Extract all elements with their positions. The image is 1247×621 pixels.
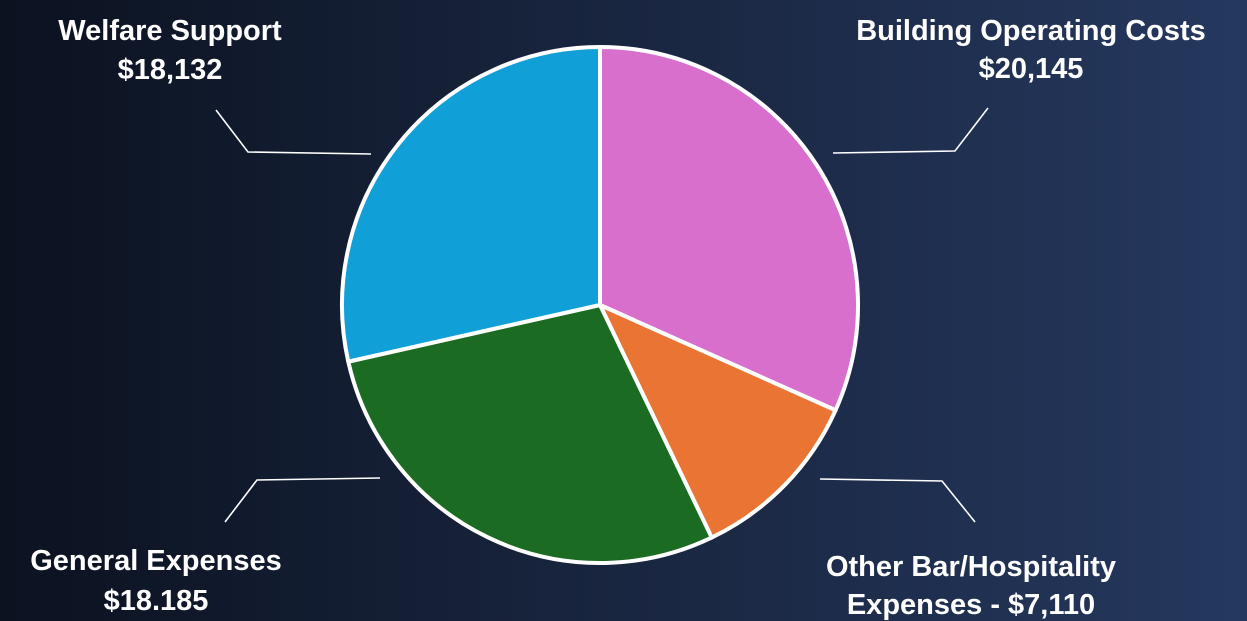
- value-welfare-support: $18,132: [118, 54, 223, 86]
- leader-line-other-bar-hospitality: [819, 478, 976, 523]
- label-building-operating-costs: Building Operating Costs: [856, 15, 1206, 47]
- pie-slice-building-operating-costs: [598, 45, 860, 413]
- pie-slice-welfare-support: [340, 45, 602, 364]
- label-other-bar-hospitality: Other Bar/Hospitality: [826, 551, 1116, 583]
- label-welfare-support: Welfare Support: [58, 15, 282, 47]
- leader-line-general-expenses: [224, 477, 381, 523]
- leader-line-building-operating-costs: [832, 107, 989, 154]
- value-general-expenses: $18.185: [104, 585, 209, 617]
- pie-slice-general-expenses: [346, 303, 714, 565]
- value-building-operating-costs: $20,145: [979, 53, 1084, 85]
- pie-slice-other-bar-hospitality-expenses: [598, 303, 838, 540]
- pie-slices: [340, 45, 860, 565]
- value-other-bar-hospitality: Expenses - $7,110: [847, 589, 1095, 621]
- leader-line-welfare-support: [215, 109, 372, 155]
- label-general-expenses: General Expenses: [30, 545, 281, 577]
